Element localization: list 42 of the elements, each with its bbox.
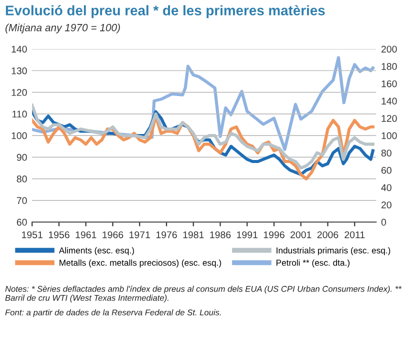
y2-tick-label: 180 xyxy=(382,63,397,70)
legend-label: Petroli ** (esc. dta.) xyxy=(276,259,350,268)
text: Font: a partir de dades de la Reserva Federal de St. Louis. xyxy=(5,309,221,318)
text: Notes: * Sèries deflactades amb l'índex de preus al consum dels EUA (US CPI Urban Consumers Index). ** Barril de cru WTI (West Texas Intermediate). xyxy=(5,286,402,302)
y-tick-label: 110 xyxy=(12,110,27,118)
legend-label: Metalls (exc. metalls preciosos) (esc. esq.) xyxy=(60,259,222,268)
y2-tick-label: 20 xyxy=(381,201,392,208)
x-tick-label: 2001 xyxy=(290,231,312,238)
x-tick-label: 1971 xyxy=(130,231,150,238)
y2-tick-label: 0 xyxy=(381,218,386,226)
x-tick-label: 1986 xyxy=(210,231,231,238)
y-tick-label: 140 xyxy=(12,46,27,53)
x-tick-label: 1951 xyxy=(22,231,42,238)
chart-subtitle: (Mitjana any 1970 = 100) xyxy=(5,24,120,34)
y-tick-label: 70 xyxy=(16,197,27,204)
x-tick-label: 1976 xyxy=(156,231,177,238)
x-tick-label: 1956 xyxy=(48,231,70,238)
y2-tick-label: 200 xyxy=(381,46,397,53)
line-series xyxy=(32,104,374,170)
y2-tick-label: 140 xyxy=(382,98,397,105)
y-tick-label: 100 xyxy=(12,132,27,140)
y2-tick-label: 40 xyxy=(381,184,392,192)
y2-tick-label: 100 xyxy=(382,132,397,140)
y2-tick-label: 160 xyxy=(382,80,397,88)
x-tick-label: 1981 xyxy=(183,231,204,238)
y2-tick-label: 80 xyxy=(381,150,392,156)
chart-title: Evolució del preu real * de les primeres matèries xyxy=(6,5,325,18)
legend-label: Industrials primaris (esc. esq.) xyxy=(276,247,390,256)
x-tick-label: 1991 xyxy=(237,231,258,238)
y-tick-label: 130 xyxy=(12,67,27,74)
x-tick-label: 1996 xyxy=(264,231,284,238)
y2-tick-label: 120 xyxy=(382,114,397,122)
x-tick-label: 2006 xyxy=(317,231,338,238)
y2-tick-label: 60 xyxy=(381,166,392,174)
y-tick-label: 80 xyxy=(16,176,27,182)
x-tick-label: 1961 xyxy=(76,231,96,238)
y-tick-label: 60 xyxy=(16,218,27,226)
legend-label: Aliments (esc. esq.) xyxy=(58,247,134,256)
x-tick-label: 2011 xyxy=(344,231,365,238)
x-tick-label: 1966 xyxy=(102,231,124,238)
y-tick-label: 90 xyxy=(16,154,27,161)
y-tick-label: 120 xyxy=(12,89,27,96)
